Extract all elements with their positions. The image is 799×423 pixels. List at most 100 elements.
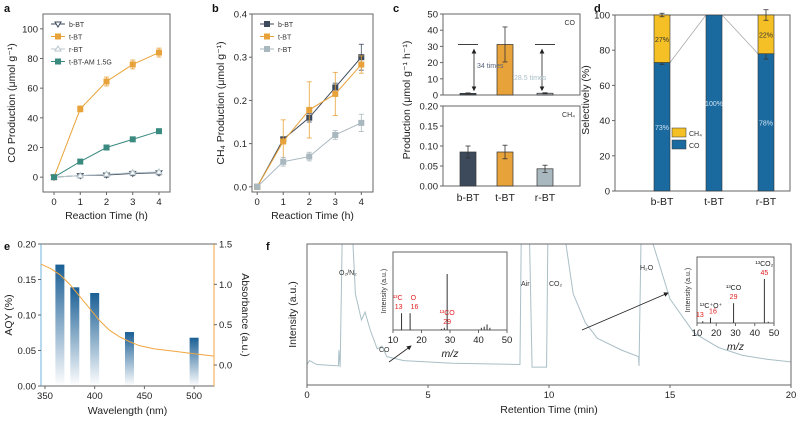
- c-y-tick-label: 0.20: [420, 102, 439, 113]
- legend-label: CH₄: [689, 131, 702, 138]
- inset-arrow: [581, 292, 669, 331]
- category-label-d: r-BT: [756, 196, 777, 208]
- y-axis-label-e: AQY (%): [3, 294, 15, 335]
- aqy-bar: [189, 337, 199, 386]
- c-y-tick-label: 30: [427, 42, 438, 53]
- data-point-r-BT: [254, 183, 261, 190]
- peak-label: CO: [379, 347, 390, 354]
- aqy-bar: [70, 287, 80, 386]
- a-x-tick-label: 3: [130, 197, 135, 208]
- data-point-t-BT: [155, 49, 162, 56]
- peak-label: Air: [521, 281, 530, 288]
- a-x-tick-label: 1: [78, 197, 83, 208]
- legend-marker: [264, 33, 270, 40]
- data-point-r-BT: [306, 153, 313, 160]
- bar-percentage-label: 22%: [759, 32, 773, 39]
- category-label-c: t-BT: [495, 192, 515, 204]
- y-axis-label-f: Intensity (a.u.): [287, 281, 299, 348]
- e-y-tick-label: 0.00: [18, 382, 37, 393]
- b-x-tick-label: 1: [281, 197, 286, 208]
- b-x-tick-label: 4: [359, 197, 364, 208]
- inset-x-tick-label: 10: [388, 335, 399, 346]
- legend-marker: [264, 46, 270, 52]
- f-x-tick-label: 0: [304, 390, 309, 401]
- b-y-tick-label: 0.1: [234, 139, 247, 150]
- inset-x-tick-label: 40: [749, 328, 760, 339]
- c-y-tick-label: 0.05: [420, 162, 439, 173]
- c-y-tick-label: 20: [427, 58, 438, 69]
- legend-label: r-BT: [69, 47, 83, 54]
- category-label-d: b-BT: [651, 196, 674, 208]
- e-right-y-tick-label: 0.0: [219, 361, 232, 372]
- b-y-tick-label: 0.4: [234, 10, 247, 21]
- b-y-tick-label: 0.3: [234, 53, 247, 64]
- legend-label: b-BT: [69, 22, 85, 29]
- panel-label-e: e: [4, 241, 10, 253]
- a-y-tick-label: 80: [27, 54, 38, 65]
- d-y-tick-label: 0: [605, 187, 610, 198]
- c-y-tick-label: 0.15: [420, 122, 439, 133]
- f-x-tick-label: 5: [425, 390, 430, 401]
- inset-x-label: m/z: [727, 341, 745, 353]
- plot-frame-b: [251, 13, 374, 193]
- a-x-tick-label: 2: [104, 197, 109, 208]
- d-y-tick-label: 20: [599, 151, 610, 162]
- category-label-c: r-BT: [535, 192, 556, 204]
- legend-marker: [264, 21, 270, 27]
- absorbance-curve: [40, 263, 215, 357]
- data-point-t-BT: [129, 61, 136, 68]
- aqy-bar: [124, 332, 134, 386]
- f-x-tick-label: 10: [544, 390, 555, 401]
- ion-label: ¹³C⁺O⁺: [700, 303, 723, 310]
- bar-percentage-label: 27%: [655, 37, 669, 44]
- panel-label-a: a: [4, 3, 11, 15]
- e-right-y-tick-label: 0.5: [219, 320, 232, 331]
- data-point-t-BT-AM 1.5G: [155, 128, 162, 135]
- inset-arrow: [388, 345, 412, 363]
- panel-label-b: b: [212, 3, 219, 15]
- mz-value: 45: [760, 270, 768, 277]
- legend-marker: [55, 58, 61, 65]
- legend-label: CO: [689, 143, 700, 150]
- ion-label: ¹³CO₂: [755, 261, 773, 268]
- data-point-t-BT-AM 1.5G: [103, 144, 110, 151]
- bar-percentage-label: 78%: [759, 120, 773, 127]
- x-axis-label-a: Reaction Time (h): [65, 210, 148, 222]
- inset-x-tick-label: 50: [502, 335, 513, 346]
- data-point-t-BT: [103, 78, 110, 85]
- data-point-r-BT: [102, 170, 111, 177]
- f-x-tick-label: 20: [786, 390, 797, 401]
- e-y-tick-label: 0.15: [18, 275, 37, 286]
- a-y-tick-label: 0: [33, 173, 38, 184]
- legend-marker: [54, 45, 62, 52]
- data-point-t-BT: [358, 61, 365, 68]
- b-x-tick-label: 0: [255, 197, 260, 208]
- aqy-bar: [90, 292, 100, 386]
- e-x-tick-label: 350: [37, 391, 53, 402]
- inset-y-label: Intensity (a.u.): [685, 268, 692, 312]
- b-x-tick-label: 3: [333, 197, 338, 208]
- e-right-y-tick-label: 1.5: [219, 240, 232, 251]
- ion-label: O: [411, 295, 417, 302]
- inset-y-label: Intensity (a.u.): [381, 269, 388, 313]
- d-y-tick-label: 60: [599, 81, 610, 92]
- ion-label: ¹³C: [393, 295, 403, 302]
- c-y-tick-label: 0.00: [420, 182, 439, 193]
- data-point-r-BT: [332, 131, 339, 138]
- legend-label: t-BT: [69, 35, 83, 42]
- data-point-r-BT: [280, 158, 287, 165]
- e-x-tick-label: 500: [186, 391, 202, 402]
- inset-x-tick-label: 30: [445, 335, 456, 346]
- subplot-label: CO: [565, 20, 576, 27]
- mz-value: 16: [709, 309, 717, 316]
- a-y-tick-label: 60: [27, 84, 38, 95]
- c-y-tick-label: 40: [427, 26, 438, 37]
- inset-x-tick-label: 10: [692, 328, 703, 339]
- e-y-tick-label: 0.20: [18, 240, 37, 251]
- data-point-t-BT-AM 1.5G: [51, 174, 58, 181]
- e-x-tick-label: 400: [87, 391, 103, 402]
- subplot-label: CH₄: [562, 112, 575, 119]
- plot-frame-f: [306, 243, 792, 386]
- d-y-tick-label: 100: [594, 11, 610, 22]
